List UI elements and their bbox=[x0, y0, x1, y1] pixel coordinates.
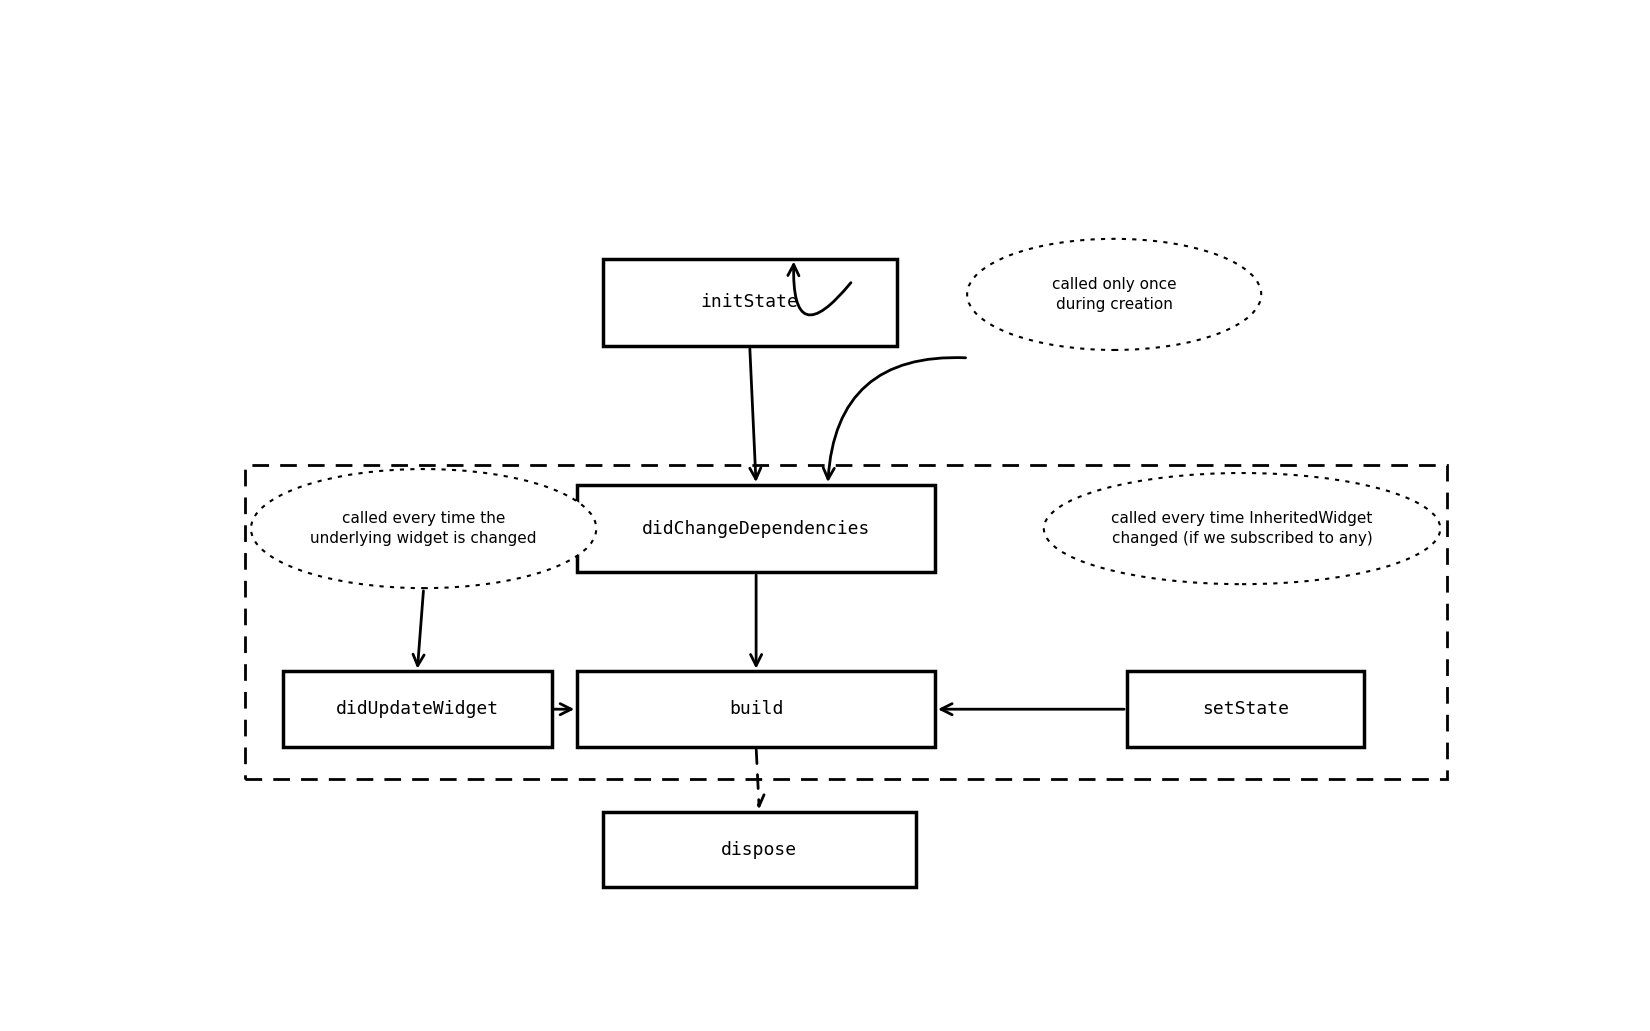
Text: called only once: called only once bbox=[1051, 276, 1176, 292]
Ellipse shape bbox=[251, 469, 596, 588]
Text: changed (if we subscribed to any): changed (if we subscribed to any) bbox=[1112, 531, 1373, 546]
Bar bbox=[1127, 671, 1363, 746]
Bar bbox=[602, 259, 898, 346]
Text: underlying widget is changed: underlying widget is changed bbox=[310, 531, 536, 546]
Ellipse shape bbox=[1044, 473, 1440, 585]
Text: didUpdateWidget: didUpdateWidget bbox=[335, 700, 498, 719]
Ellipse shape bbox=[967, 239, 1261, 350]
Text: during creation: during creation bbox=[1056, 297, 1173, 312]
Bar bbox=[578, 485, 936, 572]
Bar bbox=[284, 671, 551, 746]
Bar bbox=[244, 465, 1447, 778]
Text: didChangeDependencies: didChangeDependencies bbox=[642, 520, 870, 537]
Bar bbox=[578, 671, 936, 746]
Text: dispose: dispose bbox=[721, 840, 797, 859]
Bar bbox=[602, 812, 916, 888]
Text: called every time the: called every time the bbox=[342, 510, 505, 526]
Text: initState: initState bbox=[701, 294, 799, 311]
Text: called every time InheritedWidget: called every time InheritedWidget bbox=[1112, 510, 1373, 526]
Text: build: build bbox=[729, 700, 784, 719]
Text: setState: setState bbox=[1201, 700, 1289, 719]
